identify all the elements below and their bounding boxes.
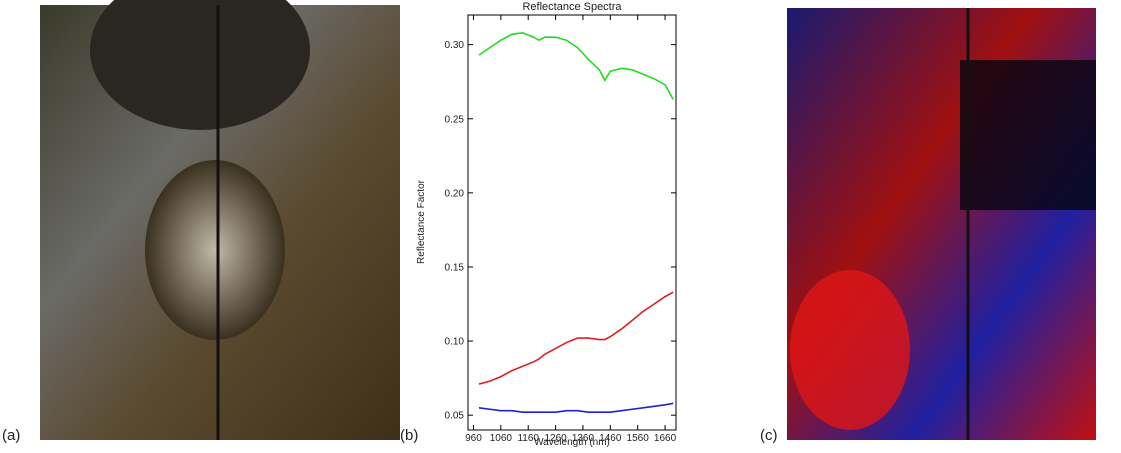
x-tick-label: 1360: [572, 433, 595, 444]
panel-label: (a): [2, 427, 20, 444]
x-tick-label: 1060: [490, 433, 513, 444]
plot-frame: [467, 14, 677, 431]
y-tick-label: 0.30: [445, 40, 465, 51]
y-tick-label: 0.10: [445, 337, 465, 348]
x-tick-label: 1560: [627, 433, 650, 444]
y-tick-label: 0.15: [445, 262, 465, 273]
data-line: [478, 31, 674, 100]
y-tick-label: 0.25: [445, 114, 465, 125]
y-axis-label: Reflectance Factor: [416, 179, 427, 264]
panel-label: (b): [400, 427, 418, 444]
x-tick-label: 1160: [517, 433, 539, 444]
data-line: [478, 291, 674, 385]
y-tick-label: 0.20: [445, 188, 465, 199]
false-color-map: [787, 8, 1096, 440]
x-tick-label: 1660: [654, 433, 677, 444]
data-line: [478, 402, 674, 414]
painting-image: [40, 0, 400, 440]
panel-label: (c): [760, 427, 778, 444]
x-axis-label: Wavelength (nm): [534, 437, 610, 448]
x-tick-label: 1260: [544, 433, 567, 444]
chart-title: Reflectance Spectra: [522, 1, 622, 13]
y-tick-label: 0.05: [445, 411, 465, 422]
x-tick-label: 960: [465, 433, 482, 444]
x-tick-label: 1460: [599, 433, 622, 444]
plot: 0.05 0.10 0.15 0.20 0.25 0.30 960 1060 1160 1260 1…: [445, 15, 677, 444]
